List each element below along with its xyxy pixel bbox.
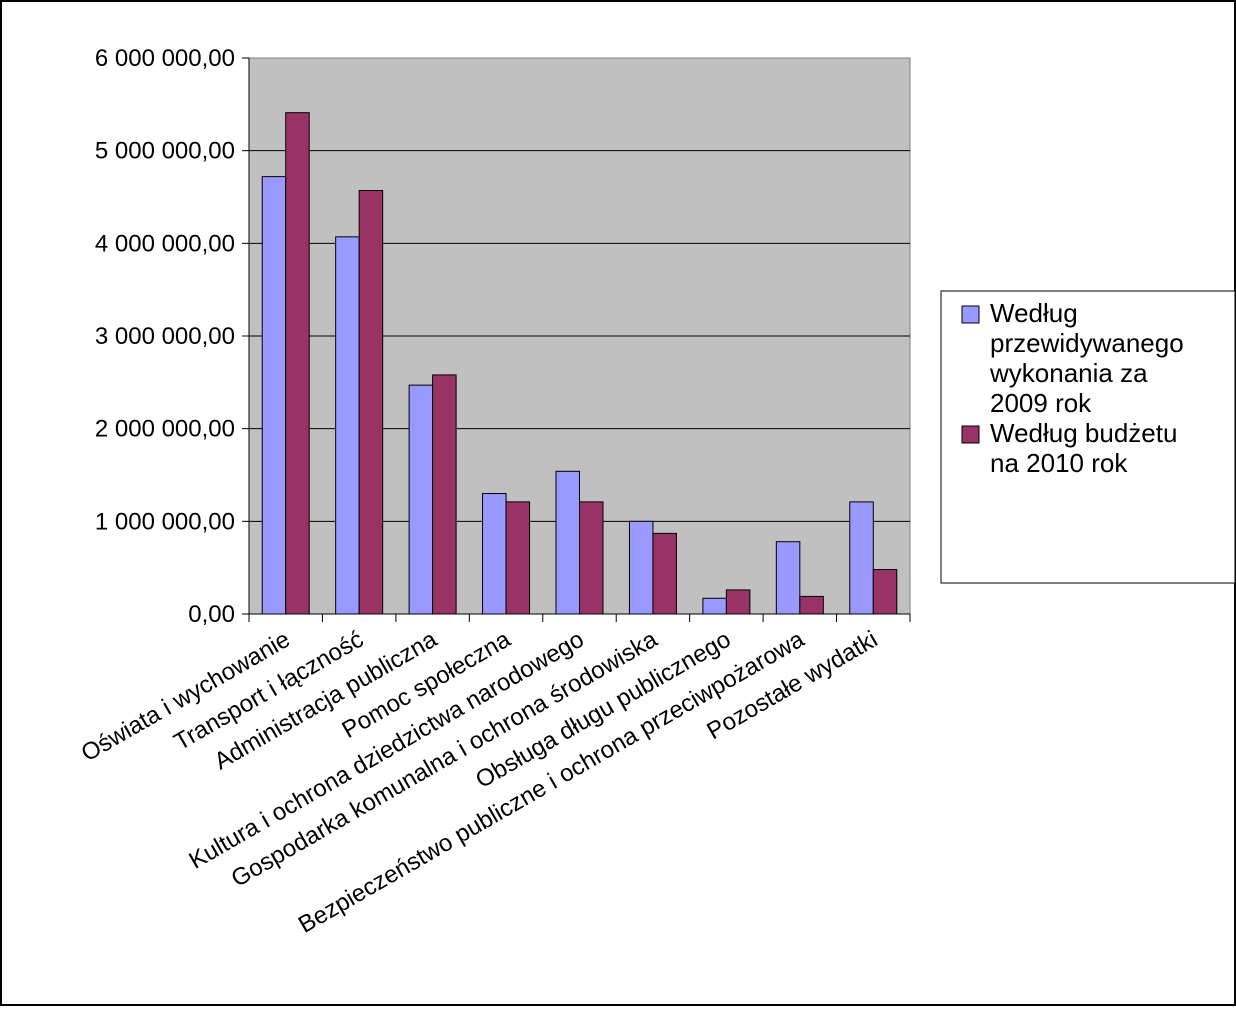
bar-series-1	[261, 176, 287, 615]
bar-series-2	[799, 595, 824, 615]
legend-box	[940, 290, 1236, 584]
legend: Według przewidywanego wykonania za 2009 rok…	[940, 290, 1236, 584]
bars	[261, 112, 898, 615]
axes	[242, 57, 911, 622]
bar-series-2	[725, 589, 751, 615]
bar-series-2	[358, 190, 384, 615]
y-tick-labels: 0,00 1 000 000,00 2 000 000,00 3 000 000,00…	[95, 45, 235, 628]
bar-series-1	[482, 493, 507, 615]
bar-series-2	[505, 501, 531, 615]
bar-series-1	[849, 501, 874, 615]
legend-label-series-2: Według budżetu na 2010 rok	[990, 418, 1177, 478]
bar-series-2	[579, 501, 604, 615]
legend-label-series-1: Według przewidywanego wykonania za 2009 rok	[989, 298, 1184, 418]
y-tick-label: 5 000 000,00	[95, 138, 235, 165]
bar-series-1	[335, 236, 360, 615]
legend-swatch-series-1	[961, 305, 980, 324]
y-tick-label: 4 000 000,00	[95, 230, 235, 257]
legend-swatch-series-2	[961, 425, 980, 444]
bar-series-1	[555, 470, 581, 615]
y-tick-label: 3 000 000,00	[95, 323, 235, 350]
bar-series-2	[285, 112, 310, 615]
bar-series-1	[628, 520, 654, 615]
legend-items: Według przewidywanego wykonania za 2009 rok…	[961, 298, 1184, 478]
bar-series-2	[432, 374, 457, 615]
bar-series-2	[652, 532, 677, 615]
bar-series-1	[775, 541, 801, 615]
y-tick-label: 2 000 000,00	[95, 416, 235, 443]
bar-series-2	[872, 569, 898, 615]
y-tick-label: 0,00	[188, 601, 235, 628]
y-tick-label: 1 000 000,00	[95, 508, 235, 535]
y-tick-label: 6 000 000,00	[95, 45, 235, 72]
bar-series-1	[408, 384, 434, 615]
bar-series-1	[702, 597, 727, 615]
